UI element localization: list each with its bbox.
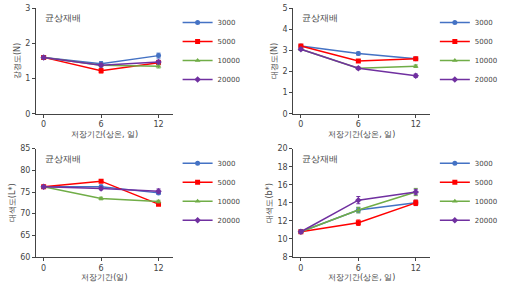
svg-text:3: 3	[25, 4, 30, 13]
svg-text:20000: 20000	[218, 76, 240, 84]
svg-text:4: 4	[283, 25, 288, 34]
svg-text:0: 0	[41, 120, 46, 129]
svg-text:3000: 3000	[218, 160, 236, 168]
svg-text:5000: 5000	[218, 38, 236, 46]
svg-text:균상재배: 균상재배	[45, 154, 81, 164]
svg-text:2: 2	[283, 67, 288, 76]
svg-text:65: 65	[20, 231, 30, 240]
svg-text:균상재배: 균상재배	[302, 13, 338, 23]
svg-text:18: 18	[277, 163, 287, 172]
svg-text:12: 12	[277, 217, 287, 226]
svg-text:12: 12	[153, 120, 163, 129]
svg-text:5: 5	[283, 4, 288, 13]
svg-text:20000: 20000	[475, 217, 497, 225]
svg-text:20: 20	[277, 144, 287, 153]
svg-text:균상재배: 균상재배	[302, 154, 338, 164]
svg-text:5000: 5000	[218, 179, 236, 187]
svg-text:8: 8	[283, 253, 288, 262]
svg-text:10000: 10000	[475, 198, 497, 206]
svg-text:10: 10	[277, 235, 287, 244]
svg-text:5000: 5000	[475, 38, 493, 46]
svg-text:10000: 10000	[218, 57, 240, 65]
svg-text:16: 16	[277, 181, 287, 190]
svg-text:대색도(L*): 대색도(L*)	[8, 183, 17, 222]
svg-text:대색도(b*): 대색도(b*)	[265, 183, 274, 222]
svg-text:1: 1	[25, 74, 30, 83]
svg-text:저장기간(일): 저장기간(일)	[81, 273, 127, 282]
svg-text:6: 6	[356, 264, 361, 273]
svg-text:0: 0	[298, 120, 303, 129]
svg-text:저장기간(상온, 일): 저장기간(상온, 일)	[71, 130, 138, 139]
svg-text:3: 3	[283, 46, 288, 55]
svg-text:저장기간(상온, 일): 저장기간(상온, 일)	[328, 273, 395, 282]
svg-text:5000: 5000	[475, 179, 493, 187]
svg-text:75: 75	[20, 188, 30, 197]
svg-text:6: 6	[99, 120, 104, 129]
svg-text:20000: 20000	[475, 76, 497, 84]
svg-text:3000: 3000	[218, 19, 236, 27]
svg-text:20000: 20000	[218, 217, 240, 225]
svg-text:0: 0	[41, 264, 46, 273]
svg-text:강경도(N): 강경도(N)	[13, 43, 22, 79]
svg-text:70: 70	[20, 209, 30, 218]
svg-text:6: 6	[99, 264, 104, 273]
svg-text:0: 0	[283, 110, 288, 119]
svg-text:85: 85	[20, 144, 30, 153]
svg-text:14: 14	[277, 199, 287, 208]
svg-text:6: 6	[356, 120, 361, 129]
svg-text:10000: 10000	[218, 198, 240, 206]
svg-text:80: 80	[20, 166, 30, 175]
svg-text:3000: 3000	[475, 160, 493, 168]
svg-text:1: 1	[283, 88, 288, 97]
svg-text:3000: 3000	[475, 19, 493, 27]
svg-text:12: 12	[411, 264, 421, 273]
svg-text:2: 2	[25, 39, 30, 48]
svg-text:60: 60	[20, 253, 30, 262]
svg-text:대경도(N): 대경도(N)	[270, 43, 279, 79]
svg-text:12: 12	[153, 264, 163, 273]
svg-text:12: 12	[411, 120, 421, 129]
svg-text:10000: 10000	[475, 57, 497, 65]
svg-text:0: 0	[25, 110, 30, 119]
svg-text:0: 0	[298, 264, 303, 273]
svg-text:저장기간(상온, 일): 저장기간(상온, 일)	[328, 130, 395, 139]
svg-text:균상재배: 균상재배	[45, 13, 81, 23]
